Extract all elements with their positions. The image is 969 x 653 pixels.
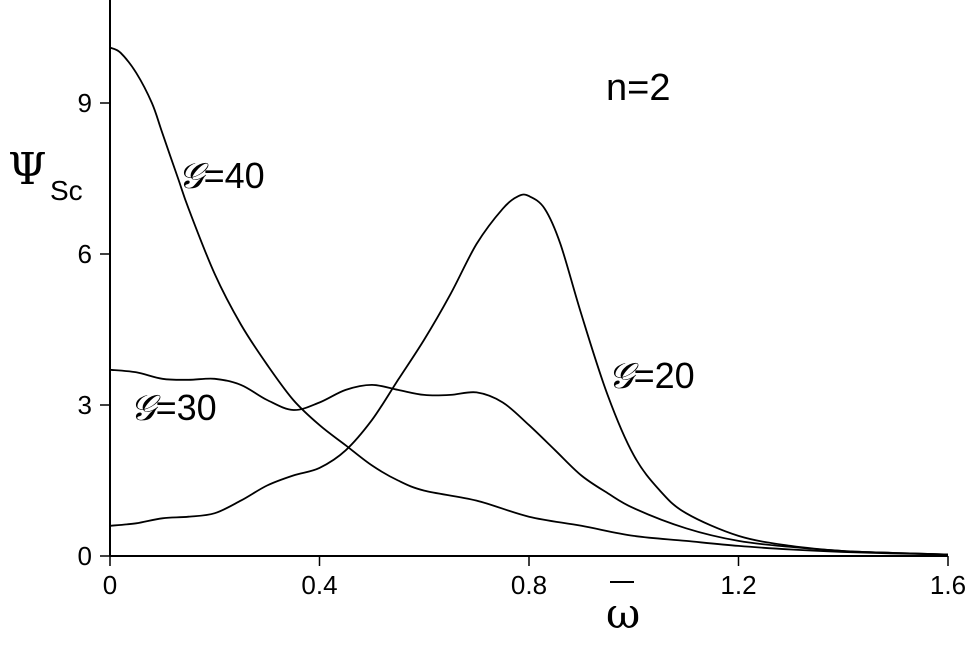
y-axis-label-main: Ψ (8, 144, 47, 195)
y-axis-label: Ψ Sc (8, 144, 83, 206)
y-tick-label: 6 (78, 239, 92, 269)
x-axis-label: ω (606, 581, 640, 638)
y-tick-label: 9 (78, 88, 92, 118)
y-tick-label: 0 (78, 541, 92, 571)
x-tick-label: 0.4 (301, 570, 337, 600)
y-tick-label: 3 (78, 390, 92, 420)
x-tick-label: 0.8 (511, 570, 547, 600)
x-tick-label: 0 (103, 570, 117, 600)
series-label: 𝒢=30 (130, 387, 217, 429)
x-tick-label: 1.6 (930, 570, 966, 600)
series-line-g40 (109, 46, 949, 556)
series-label-value: =30 (156, 387, 217, 428)
annotation-n: n=2 (606, 67, 670, 109)
axes (109, 0, 948, 557)
series-line-g20 (109, 193, 949, 556)
x-axis-label-omega: ω (606, 589, 640, 638)
y-axis-label-subscript: Sc (50, 175, 83, 206)
series-label: 𝒢=40 (178, 155, 265, 197)
series-label: 𝒢=20 (608, 355, 695, 397)
series-line-g30 (109, 368, 949, 556)
series-label-value: =40 (204, 155, 265, 196)
x-tick-label: 1.2 (720, 570, 756, 600)
series-label-value: =20 (634, 355, 695, 396)
